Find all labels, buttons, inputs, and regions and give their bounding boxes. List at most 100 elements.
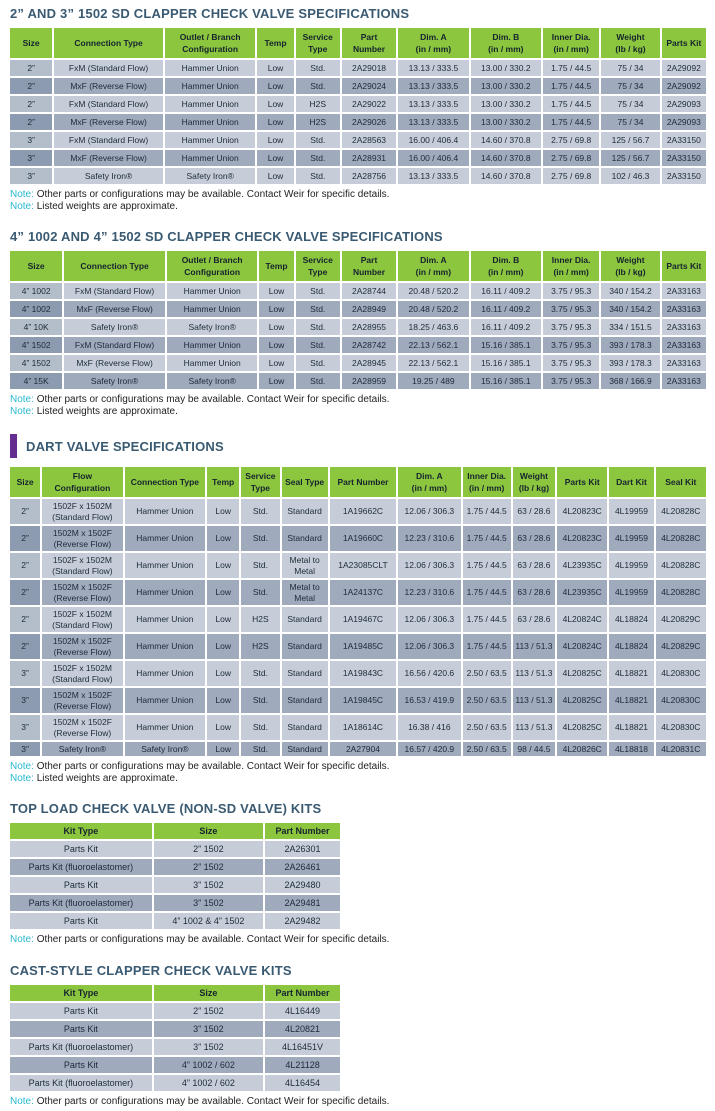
column-header: Dim. B (in / mm)	[470, 28, 541, 58]
table-cell: 4” 1502	[10, 355, 63, 371]
column-header: Part Number	[341, 28, 397, 58]
table-cell: 2A33150	[661, 150, 706, 166]
table-cell: Low	[259, 373, 294, 389]
table-cell: 63 / 28.6	[512, 580, 556, 605]
table-cell: Low	[257, 60, 294, 76]
table-cell: H2S	[241, 607, 280, 632]
table-row: 4” 10K Safety Iron® Safety Iron® Low Std. 2A2…	[10, 319, 706, 335]
table-cell: 2A28744	[341, 283, 397, 299]
table-cell: 3”	[10, 132, 53, 148]
table-cell: 4L23935C	[557, 580, 608, 605]
table-cell: Low	[207, 607, 240, 632]
note: Note: Other parts or configurations may …	[10, 394, 706, 406]
table-cell: 4L19959	[609, 553, 654, 578]
table-cell: 2A29022	[341, 96, 397, 112]
table-cell: Hammer Union	[124, 607, 206, 632]
spec-table-2in-3in-1502: Size Connection Type Outlet / Branch Confi…	[8, 26, 708, 186]
column-header: Parts Kit	[661, 28, 706, 58]
table-cell: Hammer Union	[164, 78, 256, 94]
table-cell: 1A23085CLT	[329, 553, 397, 578]
section-sd-2-3-specs: 2” AND 3” 1502 SD CLAPPER CHECK VALVE SP…	[10, 6, 706, 212]
column-header: Kit Type	[10, 984, 152, 1001]
table-cell: 2.50 / 63.5	[462, 742, 511, 756]
table-cell: Hammer Union	[166, 337, 258, 353]
table-cell: 4L20825C	[557, 715, 608, 740]
table-cell: 3” 1502	[153, 895, 264, 911]
header-row: Size Connection Type Outlet / Branch Confi…	[10, 251, 706, 281]
note-label: Note:	[10, 761, 34, 772]
table-cell: 16.56 / 420.6	[398, 661, 461, 686]
table-cell: 19.25 / 489	[398, 373, 469, 389]
table-cell: 1.75 / 44.5	[543, 96, 600, 112]
table-cell: Low	[257, 150, 294, 166]
table-cell: 75 / 34	[601, 96, 660, 112]
table-cell: Low	[207, 715, 240, 740]
table-cell: 4L16449	[265, 1002, 340, 1019]
table-cell: 14.60 / 370.8	[470, 132, 541, 148]
table-cell: 3”	[10, 661, 41, 686]
table-cell: 12.06 / 306.3	[398, 553, 461, 578]
table-cell: 16.57 / 420.9	[398, 742, 461, 756]
table-row: Parts Kit 2” 1502 4L16449	[10, 1002, 340, 1019]
table-cell: 22.13 / 562.1	[398, 355, 469, 371]
column-header: Temp	[257, 28, 294, 58]
table-cell: Hammer Union	[164, 114, 256, 130]
table-cell: 16.11 / 409.2	[470, 301, 541, 317]
table-cell: Low	[207, 526, 240, 551]
table-cell: 2.50 / 63.5	[462, 661, 511, 686]
table-cell: 1.75 / 44.5	[543, 60, 600, 76]
note-label: Note:	[10, 405, 34, 417]
table-cell: 63 / 28.6	[512, 499, 556, 524]
table-cell: Std.	[241, 580, 280, 605]
table-cell: Std.	[295, 337, 340, 353]
table-cell: Metal to Metal	[281, 553, 328, 578]
column-header: Dim. B (in / mm)	[470, 251, 541, 281]
notes-block: Note: Other parts or configurations may …	[10, 394, 706, 417]
note-label: Note:	[10, 189, 34, 200]
table-cell: 1.75 / 44.5	[462, 553, 511, 578]
table-cell: Standard	[281, 607, 328, 632]
table-cell: 4L16451V	[265, 1038, 340, 1055]
table-cell: 13.13 / 333.5	[398, 114, 469, 130]
table-cell: 4” 15K	[10, 373, 63, 389]
table-cell: 113 / 51.3	[512, 661, 556, 686]
column-header: Connection Type	[54, 28, 163, 58]
section-title: CAST-STYLE CLAPPER CHECK VALVE KITS	[10, 962, 292, 978]
table-row: Parts Kit (fluoroelastomer) 2” 1502 2A2646…	[10, 859, 340, 875]
column-header: Seal Type	[281, 467, 328, 497]
table-cell: 18.25 / 463.6	[398, 319, 469, 335]
table-cell: Std.	[241, 553, 280, 578]
table-cell: 2A28931	[341, 150, 397, 166]
table-cell: 13.13 / 333.5	[398, 96, 469, 112]
table-cell: Parts Kit (fluoroelastomer)	[10, 895, 152, 911]
table-cell: Low	[259, 319, 294, 335]
table-cell: 2A29480	[265, 877, 340, 893]
table-cell: MxF (Reverse Flow)	[64, 301, 165, 317]
table-cell: 14.60 / 370.8	[470, 168, 541, 184]
table-cell: 4L19959	[609, 580, 654, 605]
table-cell: 12.06 / 306.3	[398, 607, 461, 632]
column-header: Outlet / Branch Configuration	[166, 251, 258, 281]
table-cell: 4L20830C	[655, 661, 706, 686]
note: Note: Listed weights are approximate.	[10, 201, 706, 213]
table-cell: H2S	[295, 96, 340, 112]
column-header: Parts Kit	[557, 467, 608, 497]
table-cell: 63 / 28.6	[512, 553, 556, 578]
column-header: Size	[153, 823, 264, 839]
table-cell: 16.11 / 409.2	[470, 319, 541, 335]
table-cell: Std.	[295, 373, 340, 389]
column-header: Connection Type	[64, 251, 165, 281]
table-cell: 2A33150	[661, 168, 706, 184]
section-sd-4-specs: 4” 1002 AND 4” 1502 SD CLAPPER CHECK VAL…	[10, 229, 706, 417]
table-cell: 14.60 / 370.8	[470, 150, 541, 166]
table-cell: 22.13 / 562.1	[398, 337, 469, 353]
note-label: Note:	[10, 1095, 34, 1107]
table-cell: FxM (Standard Flow)	[64, 283, 165, 299]
table-cell: 113 / 51.3	[512, 634, 556, 659]
table-cell: 2A33150	[661, 132, 706, 148]
table-cell: Parts Kit	[10, 1020, 152, 1037]
table-row: 2” 1502M x 1502F (Reverse Flow) Hammer Uni…	[10, 526, 706, 551]
table-cell: 4L20831C	[655, 742, 706, 756]
table-cell: 4” 1002	[10, 283, 63, 299]
